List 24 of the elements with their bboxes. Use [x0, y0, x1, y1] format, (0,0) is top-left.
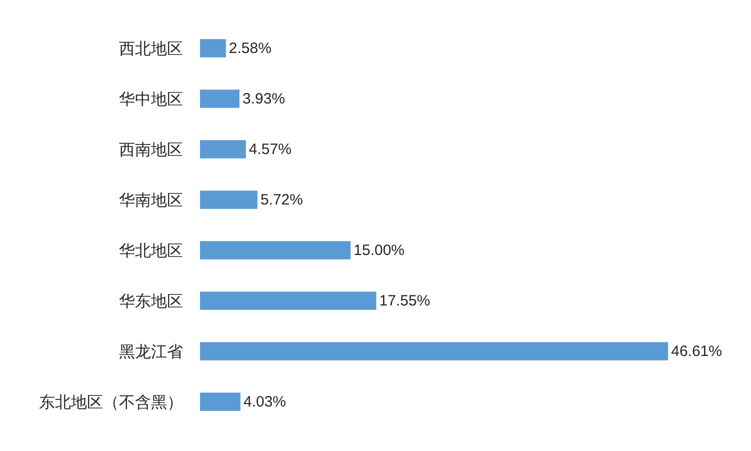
bar: [200, 241, 351, 260]
y-tick-label: 华北地区: [119, 240, 183, 260]
bar: [200, 39, 226, 58]
bar: [200, 140, 246, 158]
data-label: 46.61%: [671, 342, 722, 360]
y-tick-label: 华东地区: [119, 291, 183, 310]
y-tick-label: 华南地区: [119, 190, 183, 210]
data-label: 2.58%: [228, 40, 272, 57]
y-tick-label: 东北地区（不含黑）: [39, 392, 183, 412]
y-tick-label: 西南地区: [119, 140, 183, 159]
data-label: 15.00%: [354, 242, 405, 259]
data-label: 5.72%: [260, 191, 303, 208]
data-label: 4.57%: [248, 140, 292, 158]
bar: [200, 190, 258, 209]
y-tick-label: 西北地区: [119, 38, 183, 58]
data-label: 3.93%: [242, 90, 286, 108]
data-label: 4.03%: [243, 393, 286, 410]
bar: [200, 292, 376, 310]
y-tick-label: 黑龙江省: [119, 342, 183, 361]
data-label: 17.55%: [379, 292, 430, 310]
bar: [200, 90, 240, 108]
bar: [200, 392, 240, 411]
bar: [200, 342, 668, 360]
y-tick-label: 华中地区: [119, 89, 183, 108]
